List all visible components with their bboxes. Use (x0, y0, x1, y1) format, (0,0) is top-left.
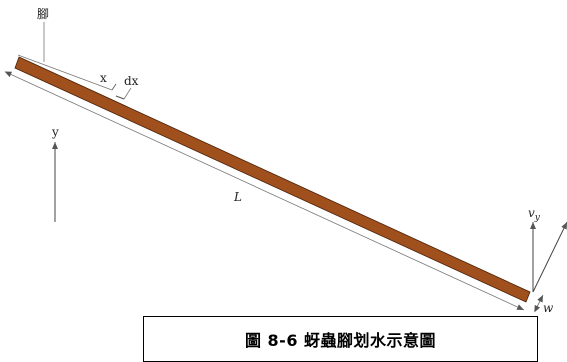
dx-segment (115, 95, 125, 100)
length-label: L (233, 190, 242, 204)
figure-caption-box: 圖 8-6 蚜蟲腳划水示意圖 (143, 316, 538, 362)
dx-pointer (123, 87, 132, 100)
x-tick (111, 83, 117, 91)
width-arrow (534, 294, 544, 313)
leg-bar (14, 56, 531, 303)
figure-caption: 圖 8-6 蚜蟲腳划水示意圖 (244, 331, 437, 350)
vy-label-base: v (528, 206, 535, 220)
x-label: x (100, 71, 107, 85)
vy-label-subscript: y (534, 213, 541, 223)
length-dimension-line (4, 71, 525, 311)
y-axis-label: y (51, 125, 59, 139)
velocity-arrow (532, 221, 567, 293)
vy-label: vy (528, 206, 541, 223)
leg-label: 腳 (37, 7, 49, 21)
width-label: w (543, 301, 554, 315)
dx-label: dx (124, 74, 139, 88)
